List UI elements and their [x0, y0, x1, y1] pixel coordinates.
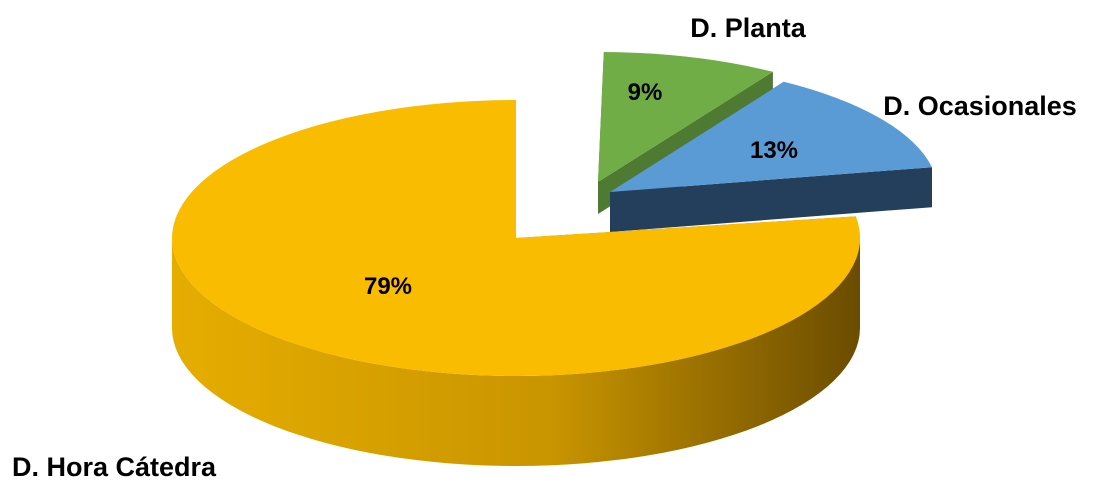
category-label-d-hora-catedra: D. Hora Cátedra [12, 452, 217, 482]
slice-d-planta [598, 52, 773, 182]
pct-label-d-hora-catedra: 79% [364, 273, 412, 300]
slice-side-d-hora-catedra [172, 238, 860, 466]
slice-d-hora-catedra [172, 100, 861, 376]
slice-wall-d-ocasionales-1 [610, 167, 932, 232]
category-label-d-planta: D. Planta [690, 13, 807, 43]
category-label-d-ocasionales: D. Ocasionales [883, 91, 1077, 121]
pct-label-d-ocasionales: 13% [750, 137, 798, 164]
pct-label-d-planta: 9% [628, 79, 663, 106]
slice-d-ocasionales [610, 81, 932, 192]
